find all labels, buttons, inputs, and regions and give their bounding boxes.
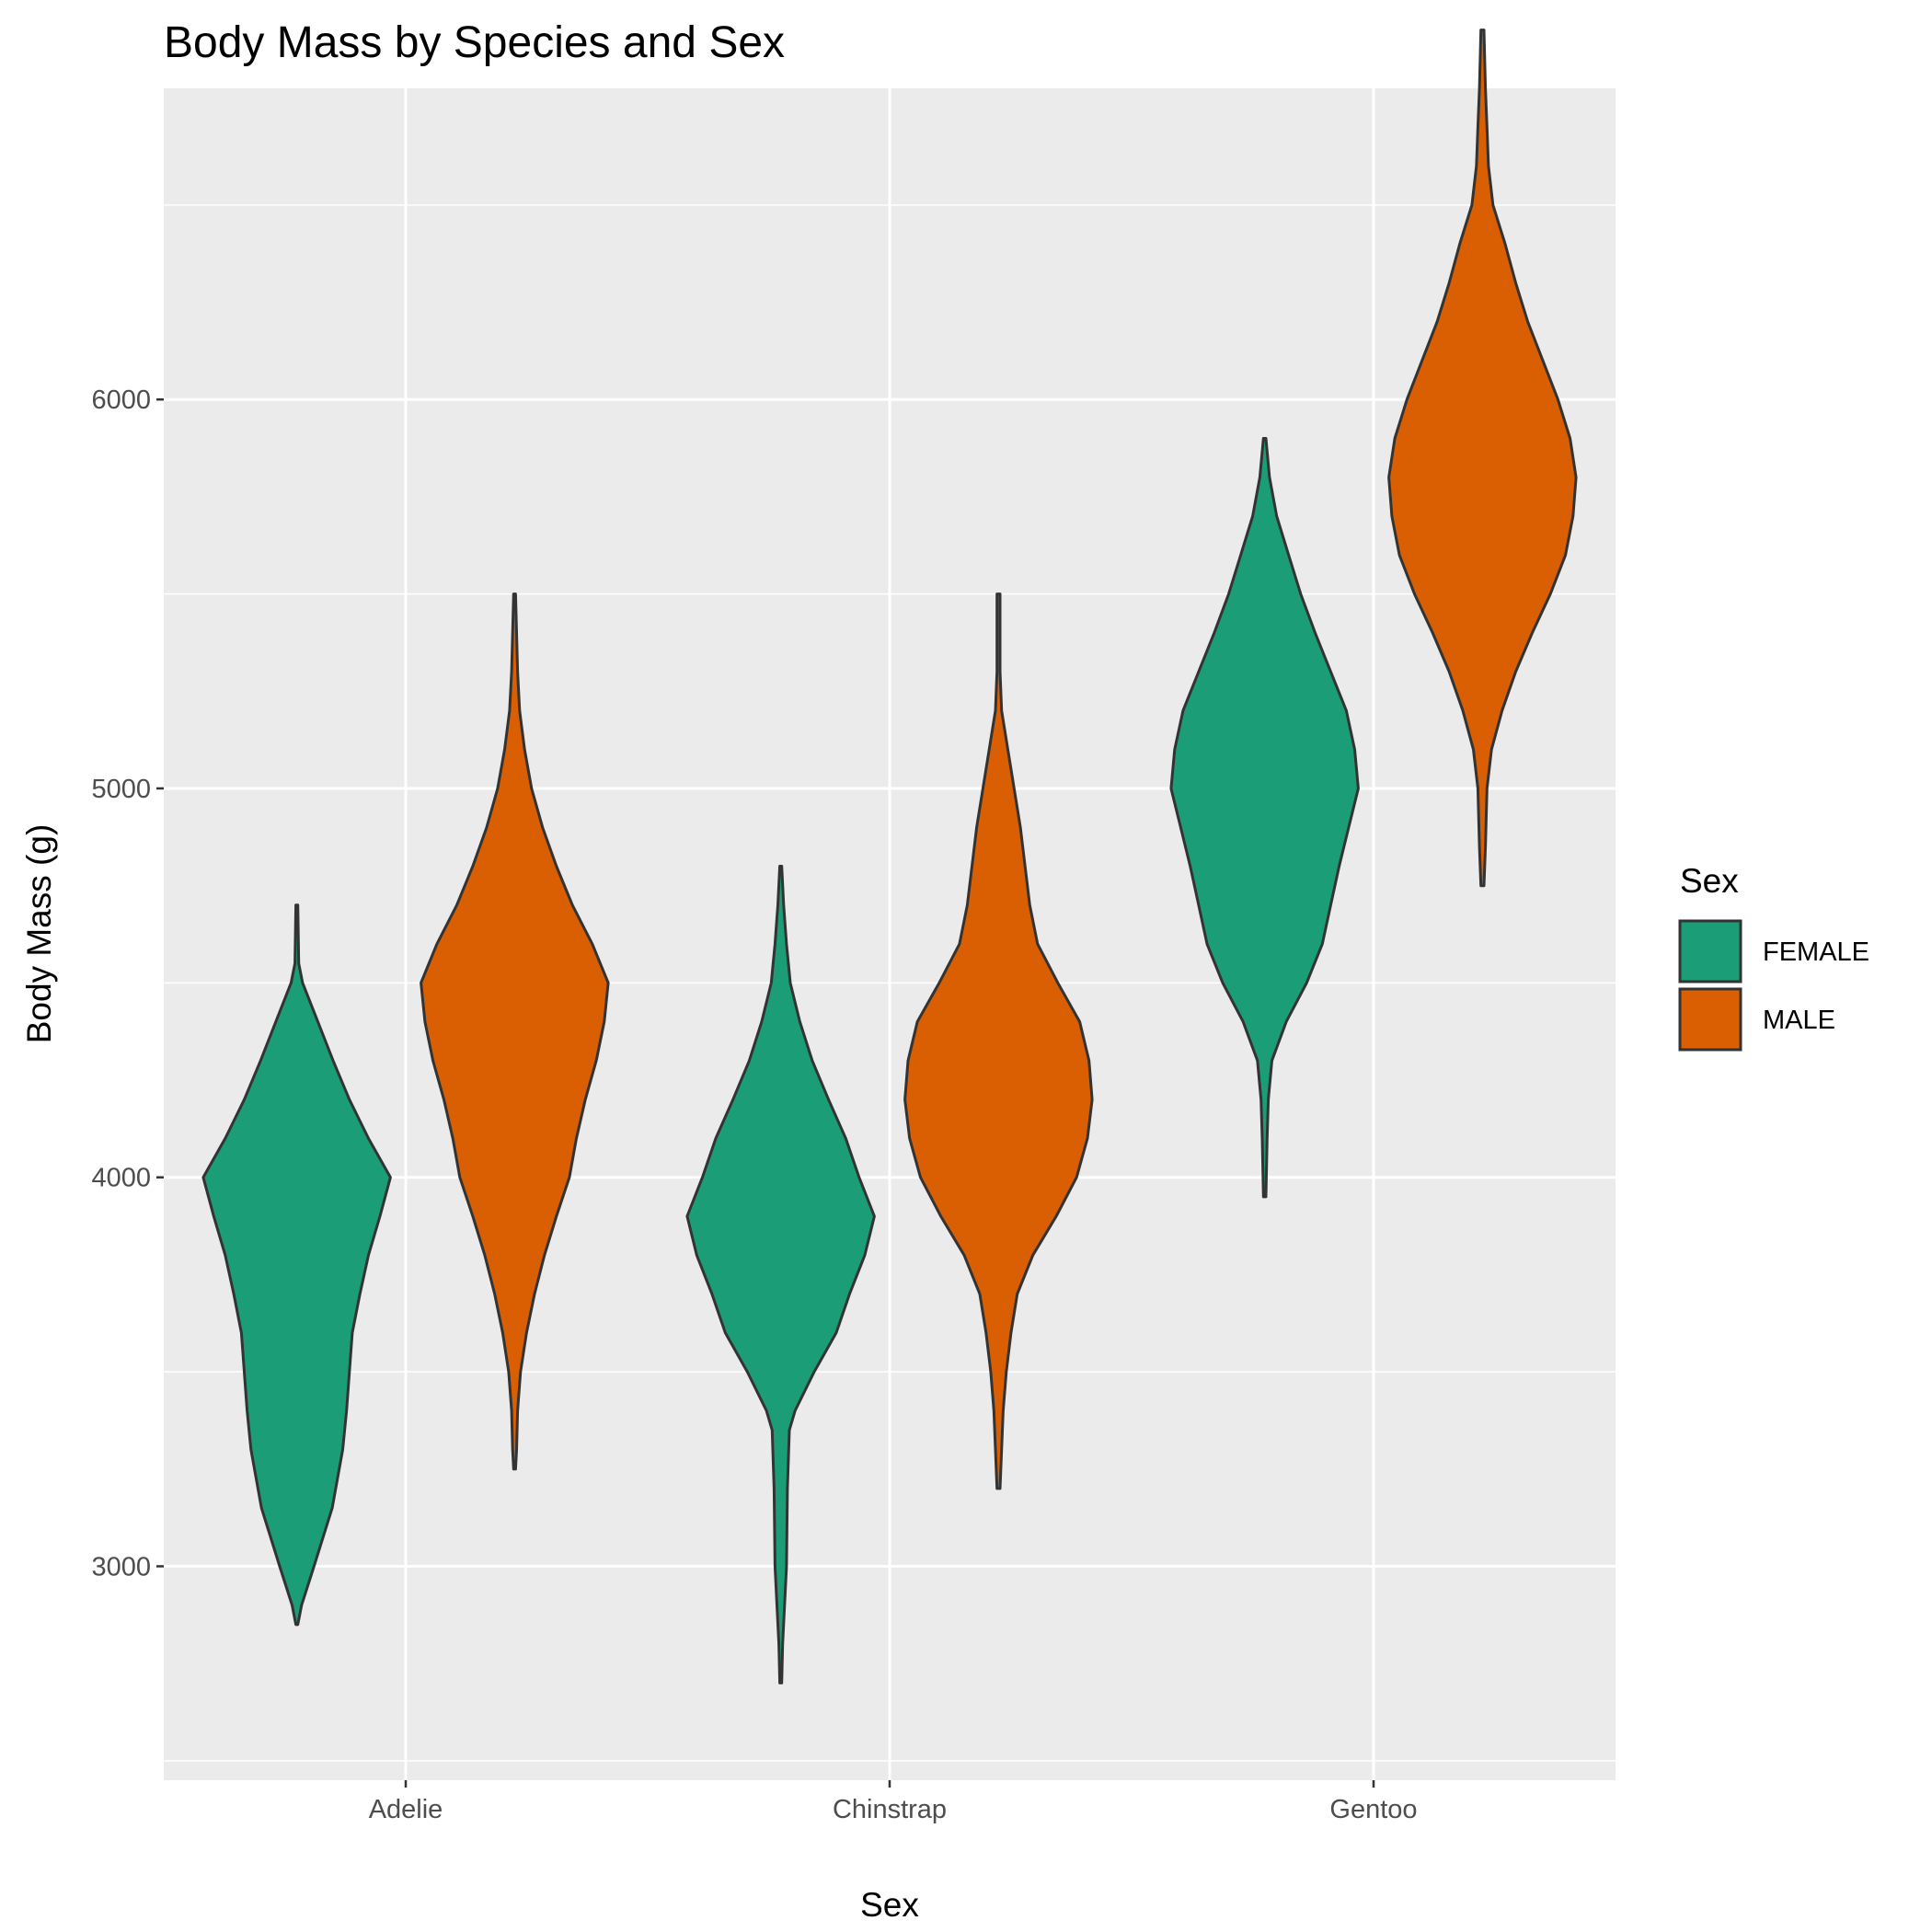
violins: [201, 29, 1578, 1685]
violin-chinstrap-female: [685, 865, 876, 1685]
y-tick-label: 4000: [91, 1164, 151, 1193]
y-tick-label: 5000: [91, 775, 151, 804]
x-tick-label: Chinstrap: [833, 1795, 947, 1824]
violin-gentoo-male: [1387, 29, 1578, 888]
y-tick-label: 6000: [91, 385, 151, 415]
legend-title: Sex: [1680, 862, 1739, 900]
axes: 3000 4000 5000 6000 Adelie Chinstrap Gentoo: [91, 385, 1417, 1824]
x-tick-label: Gentoo: [1329, 1795, 1417, 1824]
legend-label-male: MALE: [1763, 1006, 1835, 1035]
legend-label-female: FEMALE: [1763, 937, 1869, 967]
violin-chinstrap-male: [903, 592, 1094, 1490]
violin-adelie-male: [420, 592, 610, 1471]
x-tick-label: Adelie: [369, 1795, 443, 1824]
y-axis-title: Body Mass (g): [20, 824, 58, 1044]
x-axis-title: Sex: [860, 1886, 919, 1924]
violin-adelie-female: [201, 903, 392, 1627]
legend-key-male: [1678, 987, 1742, 1052]
violin-gentoo-female: [1169, 437, 1360, 1199]
grid-lines: [164, 88, 1616, 1780]
legend-key-female: [1678, 919, 1742, 983]
legend: Sex FEMALE MALE: [1678, 862, 1869, 1052]
chart-title: Body Mass by Species and Sex: [164, 18, 785, 67]
y-tick-label: 3000: [91, 1552, 151, 1581]
